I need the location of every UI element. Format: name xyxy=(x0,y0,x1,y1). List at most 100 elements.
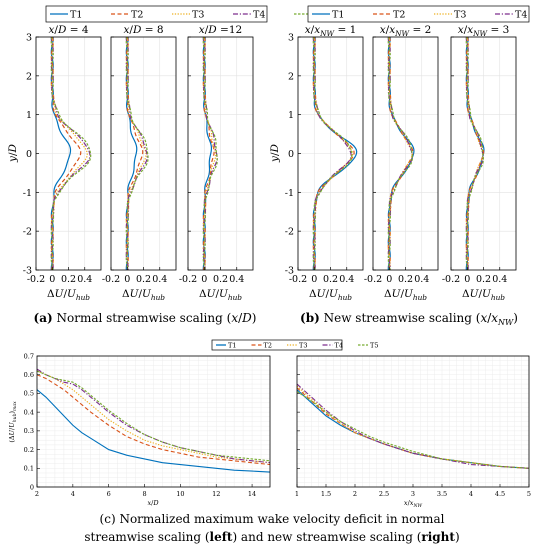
caption-a: (a) Normal streamwise scaling (x/D) xyxy=(34,311,257,325)
y-tick-label: 0.2 xyxy=(24,446,34,454)
x-tick-label: 2 xyxy=(353,490,357,498)
x-tick-label: 0 xyxy=(464,274,470,285)
profile-curve-t2 xyxy=(312,36,355,271)
legend-box xyxy=(211,339,343,351)
x-tick-label: -0.2 xyxy=(289,274,307,285)
panel-title: x/xNW = 3 xyxy=(458,24,510,38)
x-tick-label: 10 xyxy=(176,490,184,498)
x-tick-label: 0 xyxy=(386,274,392,285)
deficit-curve-t5 xyxy=(296,391,530,469)
profile-curve-t4 xyxy=(202,36,218,271)
profile-curve-t2 xyxy=(387,36,414,271)
x-tick-label: 0 xyxy=(124,274,130,285)
x-tick-label: 2.5 xyxy=(379,490,389,498)
y-tick-label: 0.3 xyxy=(24,427,34,435)
caption-c-line1: (c) Normalized maximum wake velocity def… xyxy=(100,512,445,526)
y-tick-label: 0.7 xyxy=(24,352,34,360)
deficit-curve-t4 xyxy=(296,383,530,469)
legend-label-t2: T2 xyxy=(131,9,143,20)
x-tick-label: 1.5 xyxy=(321,490,331,498)
x-tick-label: 0.4 xyxy=(492,274,507,285)
x-tick-label: 0.2 xyxy=(323,274,338,285)
deficit-curve-t3 xyxy=(36,370,271,464)
legend-box xyxy=(307,5,530,23)
x-tick-label: 4 xyxy=(71,490,75,498)
x-tick-label: 0.2 xyxy=(476,274,491,285)
x-tick-label: 3 xyxy=(411,490,415,498)
profile-curve-t1 xyxy=(125,36,138,271)
y-axis-label-c: (ΔU/Uhub)max xyxy=(8,401,18,443)
legend-box xyxy=(45,5,268,23)
panel-title: x/D = 8 xyxy=(123,24,163,36)
deficit-curve-t4 xyxy=(36,368,271,464)
legend-label-t3: T3 xyxy=(299,341,307,349)
y-tick-label: 3 xyxy=(288,33,294,44)
legend-label-t3: T3 xyxy=(192,9,204,20)
x-tick-label: 12 xyxy=(212,490,220,498)
legend-label-t5: T5 xyxy=(370,341,378,349)
y-tick-label: -3 xyxy=(285,266,294,277)
x-axis-label: ΔU/Uhub xyxy=(462,288,505,302)
x-tick-label: 0.4 xyxy=(77,274,92,285)
deficit-curve-t1 xyxy=(36,389,271,473)
x-axis-label: ΔU/Uhub xyxy=(309,288,352,302)
x-tick-label: 0.4 xyxy=(152,274,167,285)
deficit-curve-t2 xyxy=(36,374,271,466)
y-tick-label: 0 xyxy=(288,149,294,160)
legend-label-t4: T4 xyxy=(253,9,265,20)
x-tick-label: -0.2 xyxy=(364,274,382,285)
x-tick-label: 0.2 xyxy=(136,274,151,285)
y-tick-label: -1 xyxy=(23,188,32,199)
panel-a-2: -0.2 0 0.2 0.4 x/D = 8 ΔU/Uhub xyxy=(102,24,177,302)
x-tick-label: 0.2 xyxy=(61,274,76,285)
x-tick-label: 4 xyxy=(469,490,473,498)
legend-label-t1: T1 xyxy=(228,341,236,349)
x-tick-label: 2 xyxy=(35,490,39,498)
x-tick-label: -0.2 xyxy=(179,274,197,285)
x-tick-label: 0 xyxy=(201,274,207,285)
caption-c-line2: streamwise scaling (left) and new stream… xyxy=(84,530,459,544)
y-tick-label: -3 xyxy=(23,266,32,277)
y-tick-label: 0.4 xyxy=(24,408,34,416)
legend-label-t4: T4 xyxy=(335,341,343,349)
y-tick-label: 2 xyxy=(26,71,32,82)
y-tick-label: -2 xyxy=(23,227,32,238)
profile-curve-t1 xyxy=(312,36,358,271)
profile-curve-t4 xyxy=(387,36,414,271)
panel-c-right: 1 1.5 2 2.5 3 3.5 4 4.5 5 xyxy=(295,355,531,498)
y-tick-label: 1 xyxy=(26,110,32,121)
panel-title: x/xNW = 1 xyxy=(305,24,357,38)
panel-b-1: -0.2 0 0.2 0.4 -3 -2 -1 0 1 2 3 x/xNW = 1 ΔU/Uhub xyxy=(285,24,364,302)
profile-curve-t5 xyxy=(465,36,484,271)
panel-b-2: -0.2 0 0.2 0.4 x/xNW = 2 ΔU/Uhub xyxy=(364,24,439,302)
legend-c: T1 T2 T3 T4 T5 xyxy=(211,339,378,351)
legend-label-t4: T4 xyxy=(515,9,527,20)
panel-title: x/D =12 xyxy=(199,24,242,36)
caption-b: (b) New streamwise scaling (x/xNW) xyxy=(300,311,518,327)
deficit-curve-t5 xyxy=(36,370,271,462)
y-tick-label: 0.6 xyxy=(24,371,34,379)
x-tick-label: 0.4 xyxy=(339,274,354,285)
panel-title: x/xNW = 2 xyxy=(380,24,432,38)
x-tick-label: 0.4 xyxy=(229,274,244,285)
x-axis-label: ΔU/Uhub xyxy=(199,288,242,302)
x-tick-label: 0.2 xyxy=(398,274,413,285)
panel-frame xyxy=(36,355,271,488)
x-axis-label-c-left: x/D xyxy=(147,499,159,507)
profile-curve-t4 xyxy=(50,36,91,271)
profile-curve-t4 xyxy=(312,36,352,271)
x-tick-label: 1 xyxy=(295,490,299,498)
y-tick-label: 3 xyxy=(26,33,32,44)
y-tick-label: -1 xyxy=(285,188,294,199)
legend-label-t2: T2 xyxy=(393,9,405,20)
panel-a-3: -0.2 0 0.2 0.4 x/D =12 ΔU/Uhub xyxy=(179,24,254,302)
panel-c-left: 2 4 6 8 10 12 14 0 0.1 0.2 0.3 0.4 0.5 0.6 0.7 xyxy=(24,352,271,498)
x-tick-label: 0 xyxy=(311,274,317,285)
x-tick-label: 8 xyxy=(142,490,146,498)
y-axis-label-a: y/D xyxy=(7,143,19,162)
x-tick-label: 14 xyxy=(248,490,256,498)
y-tick-label: 0.5 xyxy=(24,390,34,398)
x-tick-label: 6 xyxy=(107,490,111,498)
profile-curve-t2 xyxy=(50,36,82,271)
